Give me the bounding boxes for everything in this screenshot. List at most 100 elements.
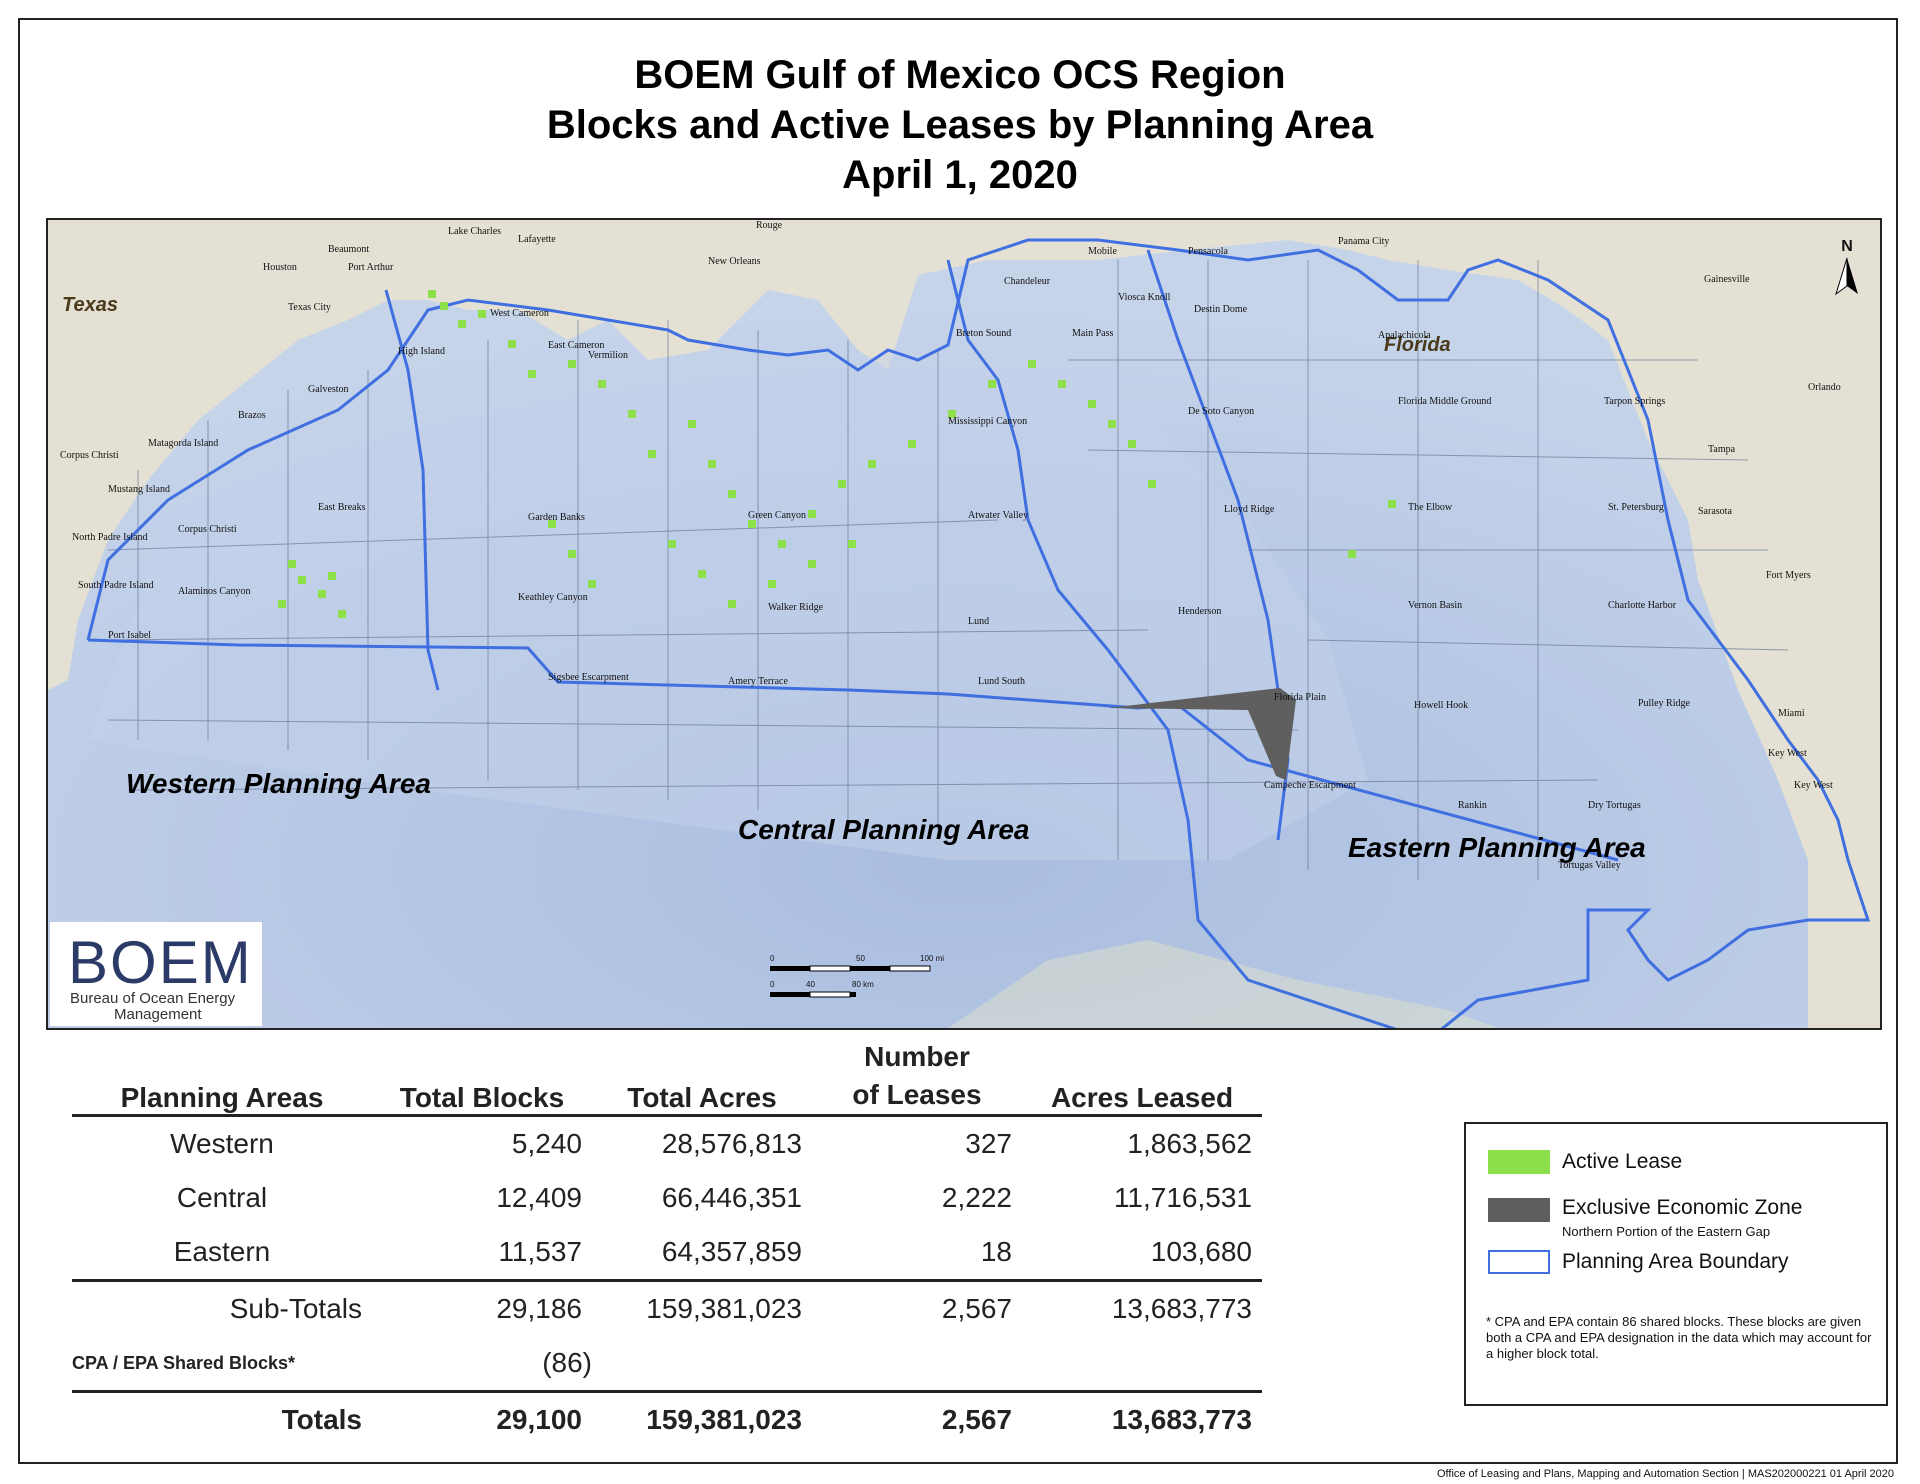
- legend-swatch-eez: [1488, 1198, 1550, 1222]
- scale-mi-50: 50: [856, 954, 865, 963]
- legend-eez-sub: Northern Portion of the Eastern Gap: [1562, 1224, 1771, 1239]
- scale-km-80: 80 km: [852, 980, 874, 989]
- subtotals-label: Sub-Totals: [229, 1293, 362, 1324]
- row-blocks: 11,537: [372, 1225, 592, 1282]
- area-breton-sound: Breton Sound: [956, 328, 1012, 339]
- area-dry-tortugas: Dry Tortugas: [1588, 800, 1641, 811]
- land-mass: [48, 220, 1880, 1028]
- city-fort-myers: Fort Myers: [1766, 570, 1811, 581]
- header-number-line1: Number: [864, 1041, 970, 1072]
- city-houston: Houston: [263, 262, 297, 273]
- area-matagorda-island: Matagorda Island: [148, 438, 219, 449]
- area-chandeleur: Chandeleur: [1004, 276, 1051, 287]
- totals-acres: 159,381,023: [646, 1404, 802, 1435]
- row-acres: 28,576,813: [661, 1128, 802, 1159]
- boem-logo: BOEM Bureau of Ocean Energy Management: [50, 922, 262, 1026]
- map-title: BOEM Gulf of Mexico OCS Region Blocks an…: [0, 50, 1920, 200]
- planning-boundary-south: [87, 638, 1619, 862]
- area-charlotte-harbor: Charlotte Harbor: [1608, 600, 1677, 611]
- row-acres-leased: 1,863,562: [1127, 1128, 1252, 1159]
- eez-area: [1108, 688, 1296, 780]
- area-destin-dome: Destin Dome: [1194, 304, 1248, 315]
- area-mississippi-canyon: Mississippi Canyon: [948, 416, 1028, 427]
- north-arrow-icon: [1835, 257, 1858, 296]
- shared-empty-3: [1022, 1336, 1262, 1393]
- legend-swatch-boundary: [1488, 1250, 1550, 1274]
- shared-empty-2: [812, 1336, 1022, 1393]
- row-acres-leased: 11,716,531: [1113, 1182, 1252, 1213]
- gulf-map[interactable]: Texas Florida Houston Beaumont Lake Char…: [46, 218, 1882, 1030]
- city-mobile: Mobile: [1088, 246, 1117, 257]
- totals-acres-leased: 13,683,773: [1111, 1404, 1252, 1435]
- area-lloyd-ridge: Lloyd Ridge: [1224, 504, 1275, 515]
- city-corpus-christi: Corpus Christi: [60, 450, 119, 461]
- city-texas-city: Texas City: [288, 302, 331, 313]
- title-line-1: BOEM Gulf of Mexico OCS Region: [634, 53, 1286, 97]
- area-brazos: Brazos: [238, 410, 266, 421]
- header-total-acres: Total Acres: [592, 1038, 812, 1117]
- area-main-pass: Main Pass: [1072, 328, 1114, 339]
- area-lund: Lund: [968, 616, 990, 627]
- north-arrow: N: [1832, 238, 1862, 301]
- area-corpus-christi: Corpus Christi: [178, 524, 237, 535]
- label-eastern-planning-area: Eastern Planning Area: [1348, 832, 1646, 863]
- area-amery-terrace: Amery Terrace: [728, 676, 788, 687]
- block-grid: [97, 260, 1789, 880]
- boem-logo-subtitle-2: Management: [114, 1006, 202, 1023]
- area-alaminos-canyon: Alaminos Canyon: [178, 586, 251, 597]
- planning-boundary-outer: [86, 238, 1871, 1028]
- city-tampa: Tampa: [1708, 444, 1736, 455]
- city-lake-charles: Lake Charles: [448, 226, 502, 237]
- area-rankin: Rankin: [1458, 800, 1487, 811]
- subtotals-leases: 2,567: [941, 1293, 1012, 1324]
- area-east-breaks: East Breaks: [318, 502, 366, 513]
- area-henderson: Henderson: [1178, 606, 1222, 617]
- legend-boundary: Planning Area Boundary: [1562, 1250, 1789, 1273]
- wpa-cpa-divider: [384, 289, 440, 691]
- area-mustang-island: Mustang Island: [108, 484, 170, 495]
- row-area: Eastern: [72, 1225, 372, 1282]
- city-orlando: Orlando: [1808, 382, 1841, 393]
- subtotals-acres: 159,381,023: [646, 1293, 802, 1324]
- area-apalachicola: Apalachicola: [1378, 330, 1431, 341]
- area-west-cameron: West Cameron: [490, 308, 549, 319]
- city-key-west: Key West: [1794, 780, 1833, 791]
- active-leases: [278, 290, 1396, 618]
- header-total-blocks: Total Blocks: [372, 1038, 592, 1117]
- title-line-3: April 1, 2020: [842, 153, 1078, 197]
- shared-blocks-row: CPA / EPA Shared Blocks* (86): [72, 1336, 1262, 1393]
- title-line-2: Blocks and Active Leases by Planning Are…: [546, 103, 1374, 147]
- area-south-padre-island: South Padre Island: [78, 580, 154, 591]
- scale-mi-100: 100 mi: [920, 954, 945, 963]
- area-tortugas-valley: Tortugas Valley: [1558, 860, 1621, 871]
- city-gainesville: Gainesville: [1704, 274, 1750, 285]
- row-leases: 327: [965, 1128, 1012, 1159]
- subtotals-row: Sub-Totals 29,186 159,381,023 2,567 13,6…: [72, 1281, 1262, 1337]
- area-florida-plain: Florida Plain: [1274, 692, 1326, 703]
- table-row: Central 12,409 66,446,351 2,222 11,716,5…: [72, 1171, 1262, 1225]
- shared-blocks: (86): [372, 1336, 592, 1393]
- header-acres-leased: Acres Leased: [1022, 1038, 1262, 1117]
- area-lund-south: Lund South: [978, 676, 1025, 687]
- scale-km-40: 40: [806, 980, 815, 989]
- area-high-island: High Island: [398, 346, 445, 357]
- page-frame: [18, 18, 1898, 1464]
- legend-eez: Exclusive Economic Zone: [1562, 1196, 1803, 1219]
- area-howell-hook: Howell Hook: [1414, 700, 1469, 711]
- boem-logo-name: BOEM: [68, 929, 253, 996]
- row-blocks: 12,409: [496, 1182, 582, 1213]
- header-planning-areas: Planning Areas: [72, 1038, 372, 1117]
- map-canvas: [48, 220, 1880, 1028]
- area-miami: Miami: [1778, 708, 1805, 719]
- row-leases: 18: [812, 1225, 1022, 1282]
- area-key-west: Key West: [1768, 748, 1807, 759]
- lease-stats-table: Planning Areas Total Blocks Total Acres …: [72, 1038, 1262, 1447]
- area-walker-ridge: Walker Ridge: [768, 602, 824, 613]
- area-vermilion: Vermilion: [588, 350, 628, 361]
- city-pensacola: Pensacola: [1188, 246, 1228, 257]
- row-blocks: 5,240: [511, 1128, 582, 1159]
- row-acres-leased: 103,680: [1022, 1225, 1262, 1282]
- city-sarasota: Sarasota: [1698, 506, 1732, 517]
- area-east-cameron: East Cameron: [548, 340, 605, 351]
- totals-leases: 2,567: [941, 1404, 1012, 1435]
